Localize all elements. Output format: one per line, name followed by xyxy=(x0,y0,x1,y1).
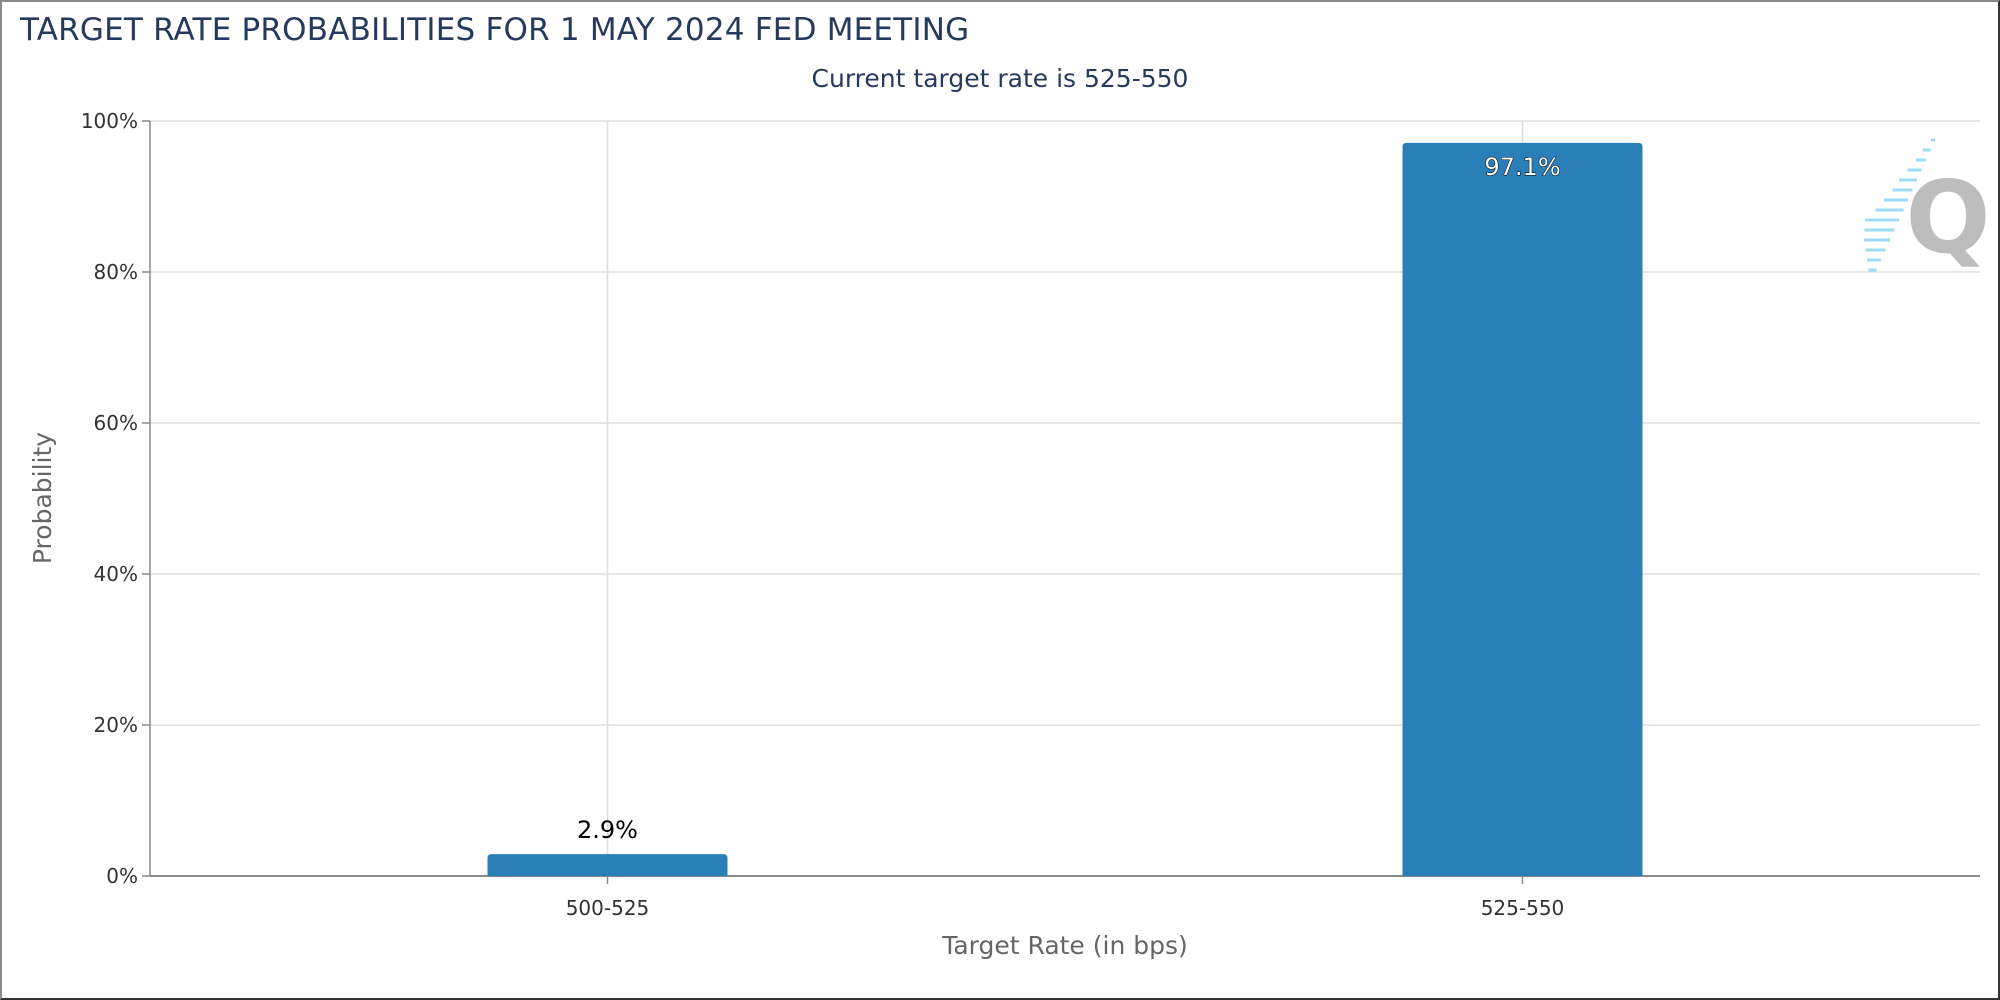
y-tick-label: 40% xyxy=(94,562,138,586)
y-tick-label: 20% xyxy=(94,713,138,737)
bar-525-550[interactable] xyxy=(1402,142,1643,876)
quikstrike-logo-icon: Q xyxy=(1864,138,1991,276)
data-label: 97.1% xyxy=(1484,153,1560,181)
y-tick-label: 60% xyxy=(94,411,138,435)
chart-title: TARGET RATE PROBABILITIES FOR 1 MAY 2024… xyxy=(20,12,970,48)
y-tick-label: 0% xyxy=(106,864,138,888)
x-tick-label: 525-550 xyxy=(1481,896,1565,920)
chart-subtitle: Current target rate is 525-550 xyxy=(811,64,1189,93)
bar-500-525[interactable] xyxy=(487,854,728,876)
data-label: 2.9% xyxy=(577,816,638,844)
y-axis-title: Probability xyxy=(28,432,57,564)
x-axis-title: Target Rate (in bps) xyxy=(941,931,1188,960)
svg-text:Q: Q xyxy=(1905,159,1990,276)
x-tick-label: 500-525 xyxy=(566,896,650,920)
y-tick-label: 100% xyxy=(81,109,138,133)
y-tick-label: 80% xyxy=(94,260,138,284)
